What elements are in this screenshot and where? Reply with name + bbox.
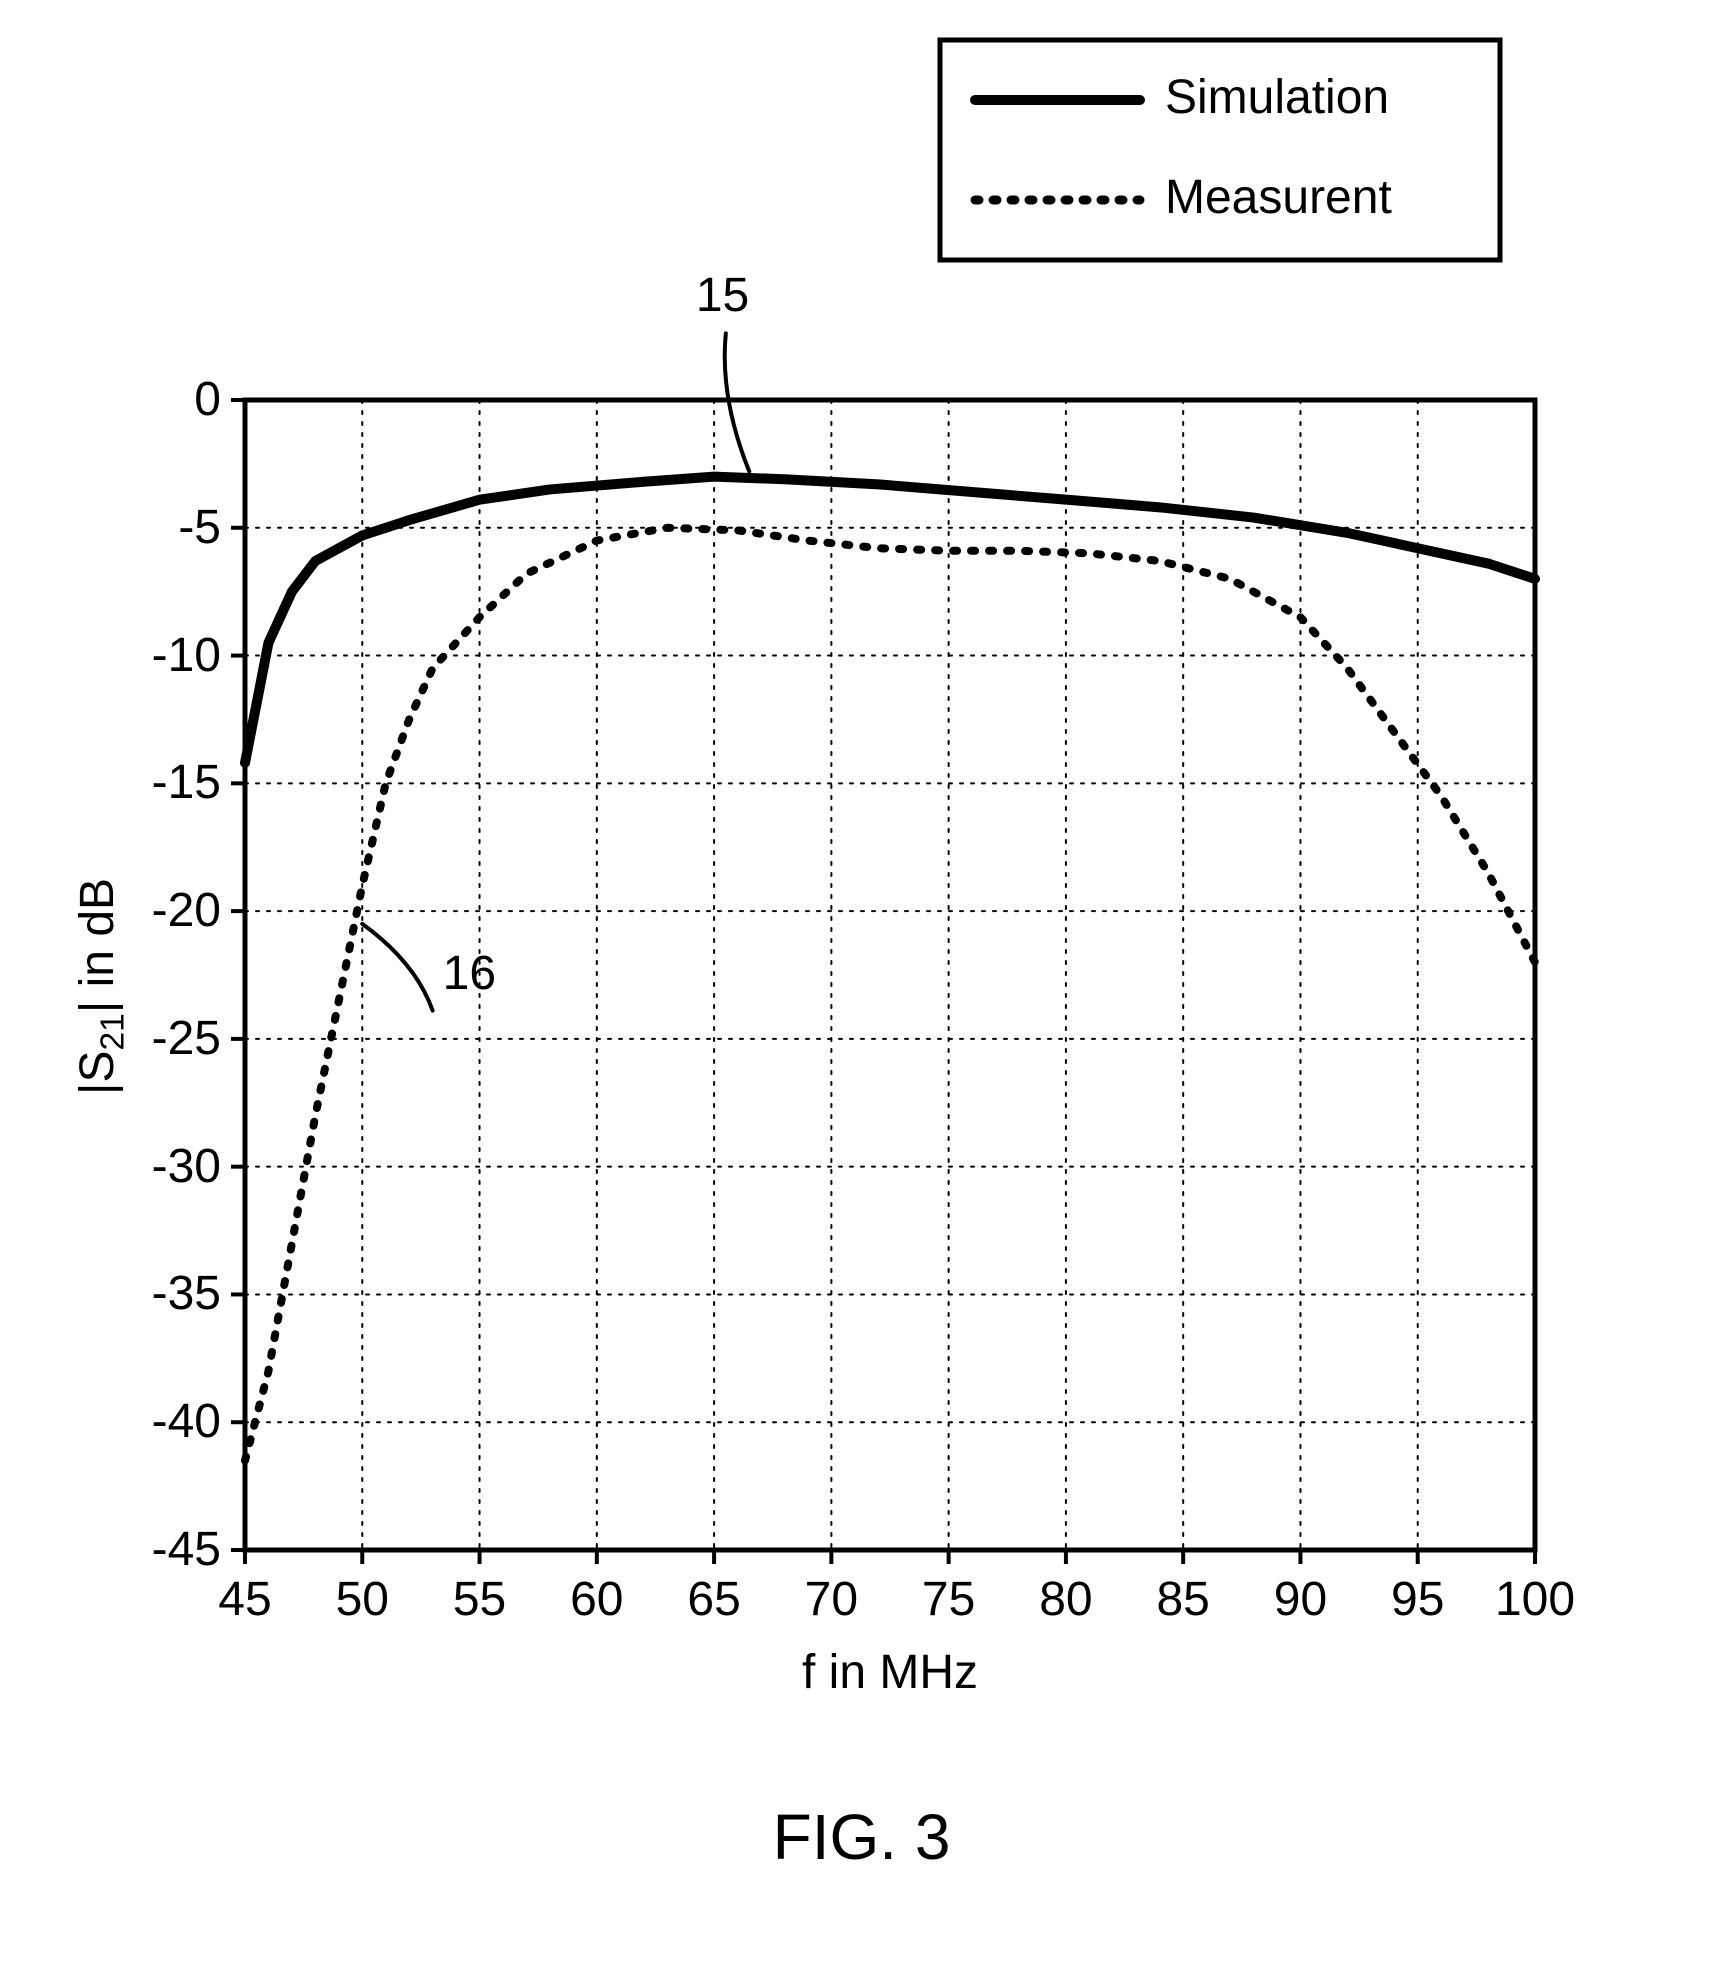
x-tick-label: 50 — [302, 1572, 422, 1627]
legend-item-simulation: Simulation — [1165, 70, 1389, 125]
x-tick-label: 60 — [537, 1572, 657, 1627]
y-tick-label: -15 — [0, 755, 221, 810]
x-tick-label: 80 — [1006, 1572, 1126, 1627]
y-tick-label: -5 — [0, 500, 221, 555]
y-tick-label: -35 — [0, 1266, 221, 1321]
x-tick-label: 85 — [1123, 1572, 1243, 1627]
annotation-15: 15 — [696, 268, 749, 323]
y-axis-label: |S21| in dB — [70, 878, 133, 1095]
x-tick-label: 90 — [1240, 1572, 1360, 1627]
x-tick-label: 65 — [654, 1572, 774, 1627]
y-tick-label: -30 — [0, 1139, 221, 1194]
y-tick-label: 0 — [0, 372, 221, 427]
legend-item-measurent: Measurent — [1165, 170, 1392, 225]
figure-caption: FIG. 3 — [0, 1800, 1723, 1874]
x-tick-label: 75 — [889, 1572, 1009, 1627]
y-tick-label: -40 — [0, 1394, 221, 1449]
x-tick-label: 100 — [1475, 1572, 1595, 1627]
x-tick-label: 70 — [771, 1572, 891, 1627]
x-tick-label: 45 — [185, 1572, 305, 1627]
x-tick-label: 95 — [1358, 1572, 1478, 1627]
y-tick-label: -10 — [0, 628, 221, 683]
y-tick-label: -45 — [0, 1522, 221, 1577]
annotation-16: 16 — [443, 946, 496, 1001]
x-tick-label: 55 — [420, 1572, 540, 1627]
x-axis-label: f in MHz — [245, 1645, 1535, 1700]
